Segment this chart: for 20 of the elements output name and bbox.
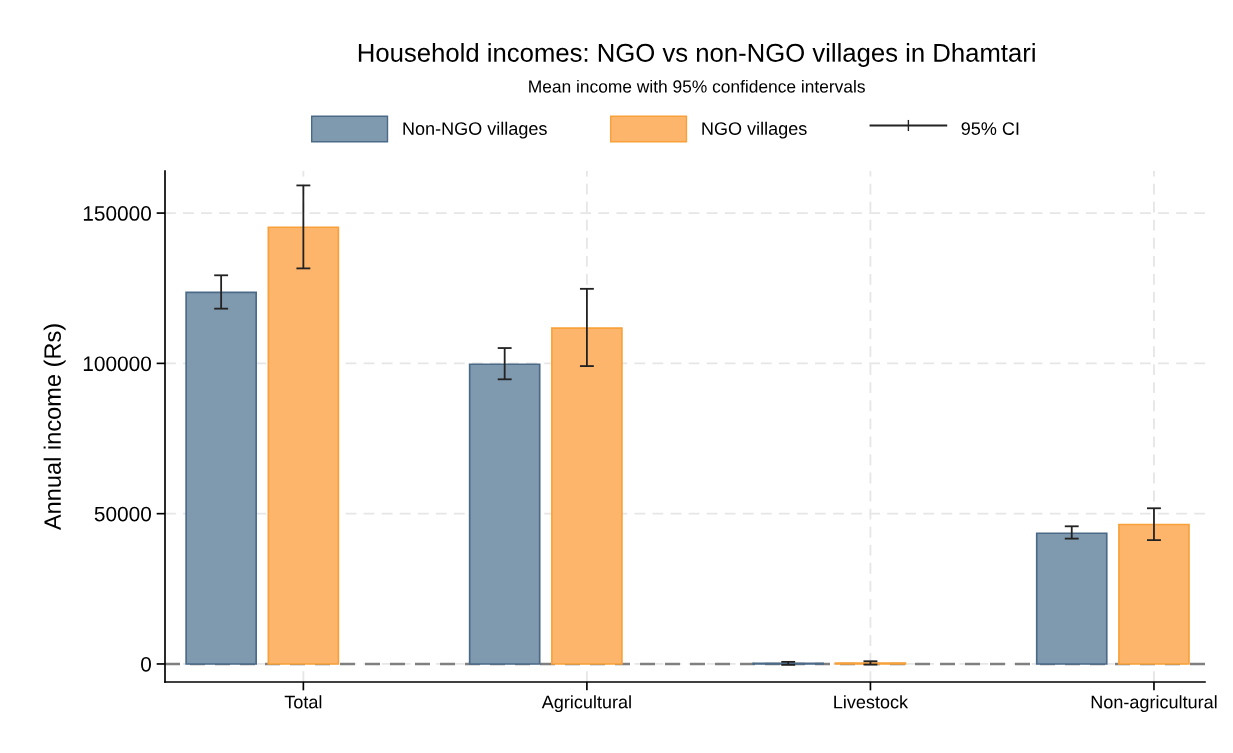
x-tick-label: Non-agricultural (1091, 695, 1217, 713)
x-tick-label: Livestock (834, 695, 909, 709)
y-tick-label: 50000 (94, 506, 151, 522)
text: 95% CI (961, 122, 1019, 135)
bar (1118, 523, 1190, 665)
y-tick-label: 150000 (83, 206, 151, 221)
bar (1035, 532, 1108, 665)
y-axis-title: Annual income (Rs) (43, 324, 66, 531)
chart-subtitle: Mean income with 95% confidence intervals (529, 79, 865, 93)
legend-label: NGO villages (702, 121, 807, 139)
y-tick-label: 0 (141, 656, 151, 672)
chart-title: Household incomes: NGO vs non-NGO villages in Dhamtari (358, 43, 1035, 67)
bar (551, 327, 623, 665)
bar (468, 363, 541, 665)
x-tick-label: Agricultural (541, 695, 631, 713)
x-tick-label: Total (284, 695, 322, 709)
y-tick-label: 100000 (83, 356, 151, 372)
legend-label: Non-NGO villages (403, 121, 547, 139)
bar (267, 226, 340, 665)
bar (185, 291, 257, 665)
